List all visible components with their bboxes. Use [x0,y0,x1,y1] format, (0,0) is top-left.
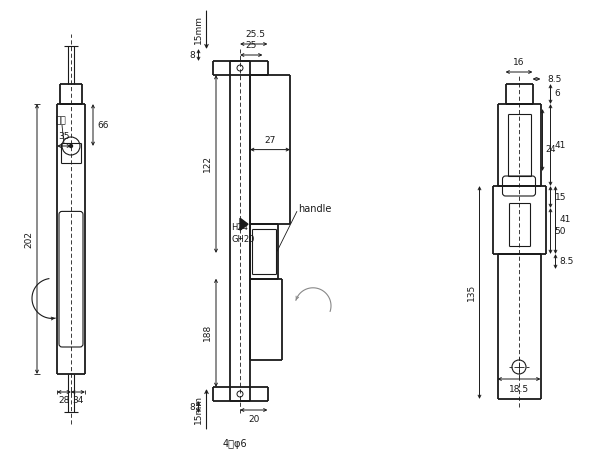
Text: 50: 50 [554,226,566,235]
Text: 41: 41 [554,140,566,150]
FancyBboxPatch shape [503,176,536,196]
Circle shape [70,145,73,147]
Text: 28: 28 [58,396,70,405]
Text: 188: 188 [203,324,212,341]
Text: 8: 8 [190,50,196,60]
Text: 35: 35 [58,132,70,141]
Text: 16: 16 [513,58,525,67]
Text: H24: H24 [231,223,248,231]
Text: 135: 135 [467,284,476,301]
Text: 15mm: 15mm [194,394,203,424]
Text: 66: 66 [97,121,109,129]
Text: 27: 27 [265,135,275,145]
Text: 4－φ6: 4－φ6 [223,439,247,449]
Text: 8: 8 [190,403,196,412]
Text: 202: 202 [24,230,33,247]
Text: 18.5: 18.5 [509,385,529,394]
Text: 25.5: 25.5 [246,30,266,39]
Text: 41: 41 [560,215,571,224]
Text: 8.5: 8.5 [560,257,574,266]
Text: 122: 122 [203,156,212,173]
Text: GH20: GH20 [231,235,254,244]
Polygon shape [240,218,248,230]
Text: 锁芯: 锁芯 [55,116,66,125]
Text: 24: 24 [545,146,556,155]
Text: 15: 15 [554,192,566,202]
Text: 34: 34 [73,396,83,405]
Text: 15mm: 15mm [194,15,203,44]
Text: 25: 25 [245,41,257,50]
Text: handle: handle [298,204,331,214]
Text: 6: 6 [554,90,560,99]
Text: 20: 20 [248,415,259,424]
Text: 8.5: 8.5 [548,74,562,84]
